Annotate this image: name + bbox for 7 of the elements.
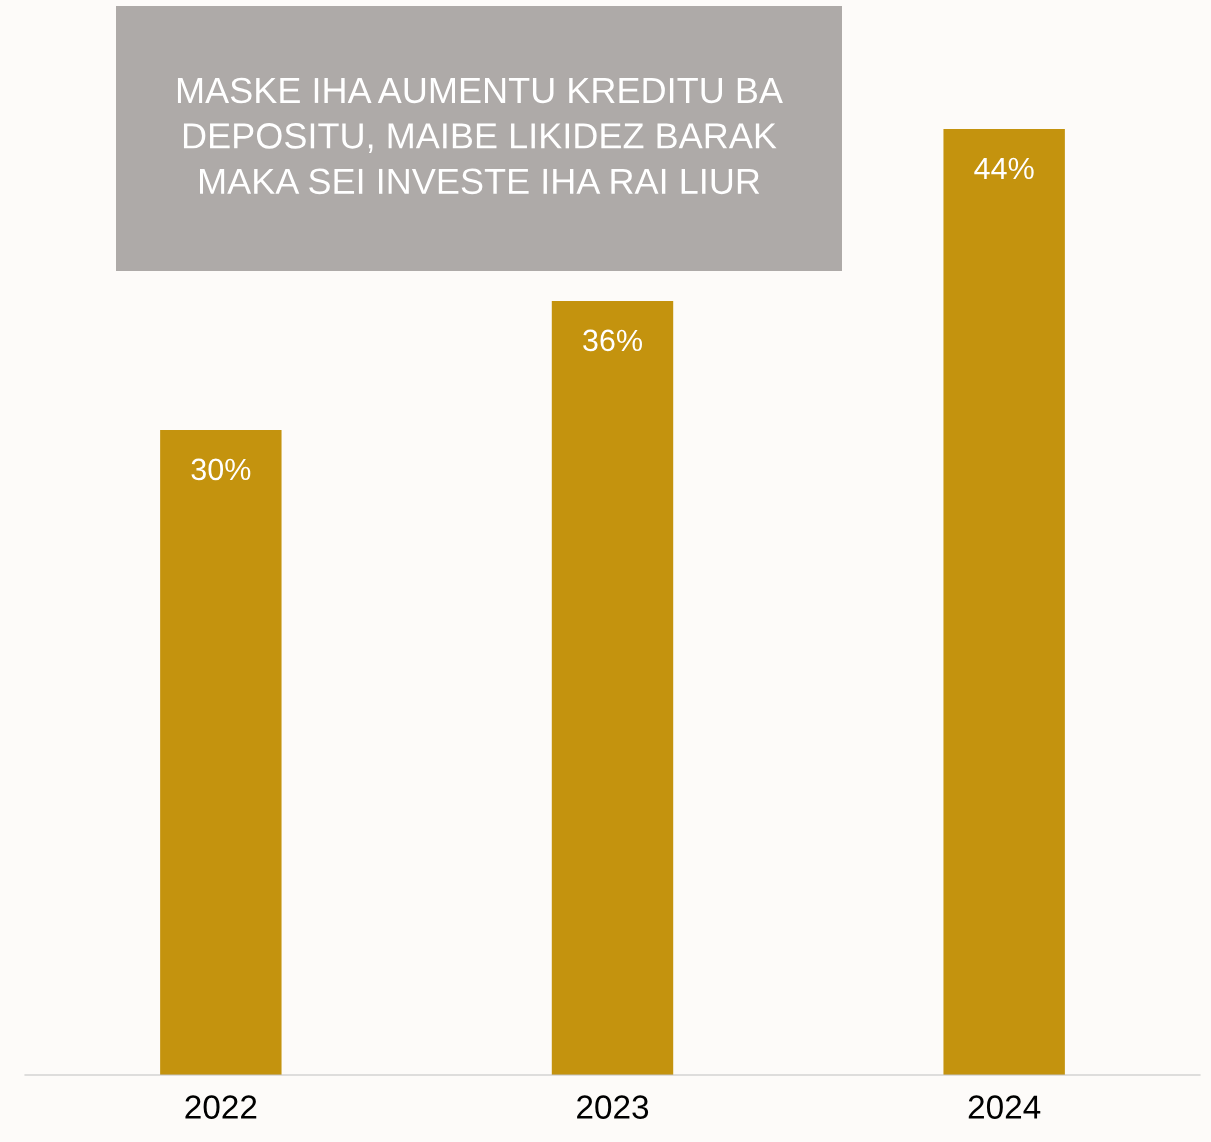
x-tick-label: 2022 (185, 1095, 257, 1119)
x-tick-label: 2024 (968, 1095, 1041, 1119)
x-tick-label: 2023 (577, 1095, 649, 1119)
data-label: 36% (583, 329, 642, 352)
chart-title: MASKE IHA AUMENTU KREDITU BA DEPOSITU, MAIBE LIKIDEZ BARAK MAKA SEI INVESTE IHA RAI LIUR (177, 77, 783, 195)
data-label: 44% (974, 157, 1034, 180)
data-label: 30% (191, 458, 251, 481)
